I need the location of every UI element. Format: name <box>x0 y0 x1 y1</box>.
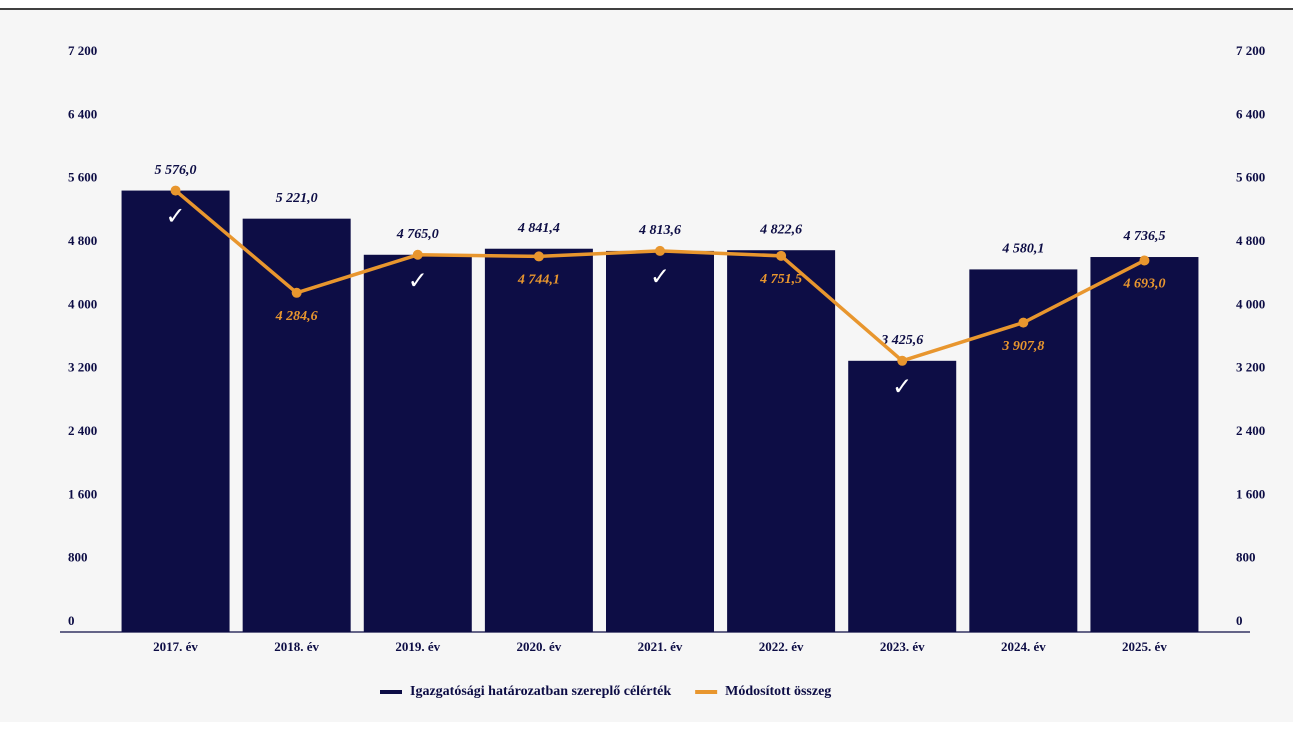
line-value-label: ✓ <box>892 374 912 400</box>
line-point <box>170 185 181 196</box>
line-point <box>1018 317 1029 328</box>
x-tick-label: 2023. év <box>880 639 925 654</box>
line-value-label: ✓ <box>650 264 670 290</box>
tick-label: 4 000 <box>1236 296 1265 311</box>
line-point <box>655 245 665 256</box>
bar-value-label: 5 576,0 <box>155 163 197 178</box>
legend-label: Igazgatósági határozatban szereplő célér… <box>410 684 671 699</box>
bar <box>969 269 1078 632</box>
tick-label: 1 600 <box>68 486 97 501</box>
line-value-label: 4 744,1 <box>517 273 560 288</box>
line-value-label: 4 751,5 <box>759 272 802 287</box>
line-value-label: 3 907,8 <box>1001 339 1044 354</box>
line-point <box>533 251 544 262</box>
tick-label: 0 <box>68 613 75 628</box>
bar-value-label: 3 425,6 <box>880 333 923 348</box>
tick-label: 2 400 <box>1236 423 1265 438</box>
bar <box>727 250 836 633</box>
line-point <box>776 250 787 261</box>
bar-value-label: 4 822,6 <box>759 222 802 237</box>
line-point <box>1139 255 1150 266</box>
tick-label: 7 200 <box>68 43 97 58</box>
x-tick-label: 2017. év <box>153 639 198 654</box>
tick-label: 3 200 <box>68 360 97 375</box>
tick-label: 5 600 <box>1236 170 1265 185</box>
tick-label: 5 600 <box>68 170 97 185</box>
tick-label: 4 000 <box>68 296 97 311</box>
line-point <box>412 249 423 260</box>
bar <box>1090 257 1199 632</box>
bar-value-label: 4 580,1 <box>1001 242 1044 257</box>
tick-label: 6 400 <box>1236 106 1265 121</box>
tick-label: 6 400 <box>68 106 97 121</box>
line-value-label: 4 284,6 <box>275 309 318 324</box>
tick-label: 1 600 <box>1236 486 1265 501</box>
bar <box>121 190 230 633</box>
x-tick-label: 2021. év <box>638 639 683 654</box>
bar-value-label: 4 736,5 <box>1122 229 1165 244</box>
tick-label: 0 <box>1236 613 1243 628</box>
bar-value-label: 4 813,6 <box>638 223 681 238</box>
x-tick-label: 2018. év <box>274 639 319 654</box>
x-tick-label: 2025. év <box>1122 639 1167 654</box>
bar <box>363 254 472 633</box>
tick-label: 7 200 <box>1236 43 1265 58</box>
bar <box>242 218 351 632</box>
tick-label: 4 800 <box>1236 233 1265 248</box>
bar-value-label: 4 841,4 <box>517 221 560 236</box>
bar-value-label: 4 765,0 <box>396 227 439 242</box>
tick-label: 800 <box>68 550 88 565</box>
line-point <box>897 355 908 366</box>
bar <box>606 250 714 632</box>
line-value-label: 4 693,0 <box>1122 277 1165 292</box>
tick-label: 2 400 <box>68 423 97 438</box>
x-tick-label: 2020. év <box>516 639 561 654</box>
tick-label: 3 200 <box>1236 360 1265 375</box>
line-value-label: ✓ <box>408 268 428 294</box>
x-tick-label: 2022. év <box>759 639 804 654</box>
tick-label: 800 <box>1236 550 1256 565</box>
bar <box>484 248 593 632</box>
x-tick-label: 2019. év <box>395 639 440 654</box>
x-tick-label: 2024. év <box>1001 639 1046 654</box>
legend-label: Módosított összeg <box>725 684 831 699</box>
bar <box>848 360 957 632</box>
bar-value-label: 5 221,0 <box>276 191 318 206</box>
line-point <box>291 287 302 298</box>
line-value-label: ✓ <box>166 204 186 230</box>
tick-label: 4 800 <box>68 233 97 248</box>
